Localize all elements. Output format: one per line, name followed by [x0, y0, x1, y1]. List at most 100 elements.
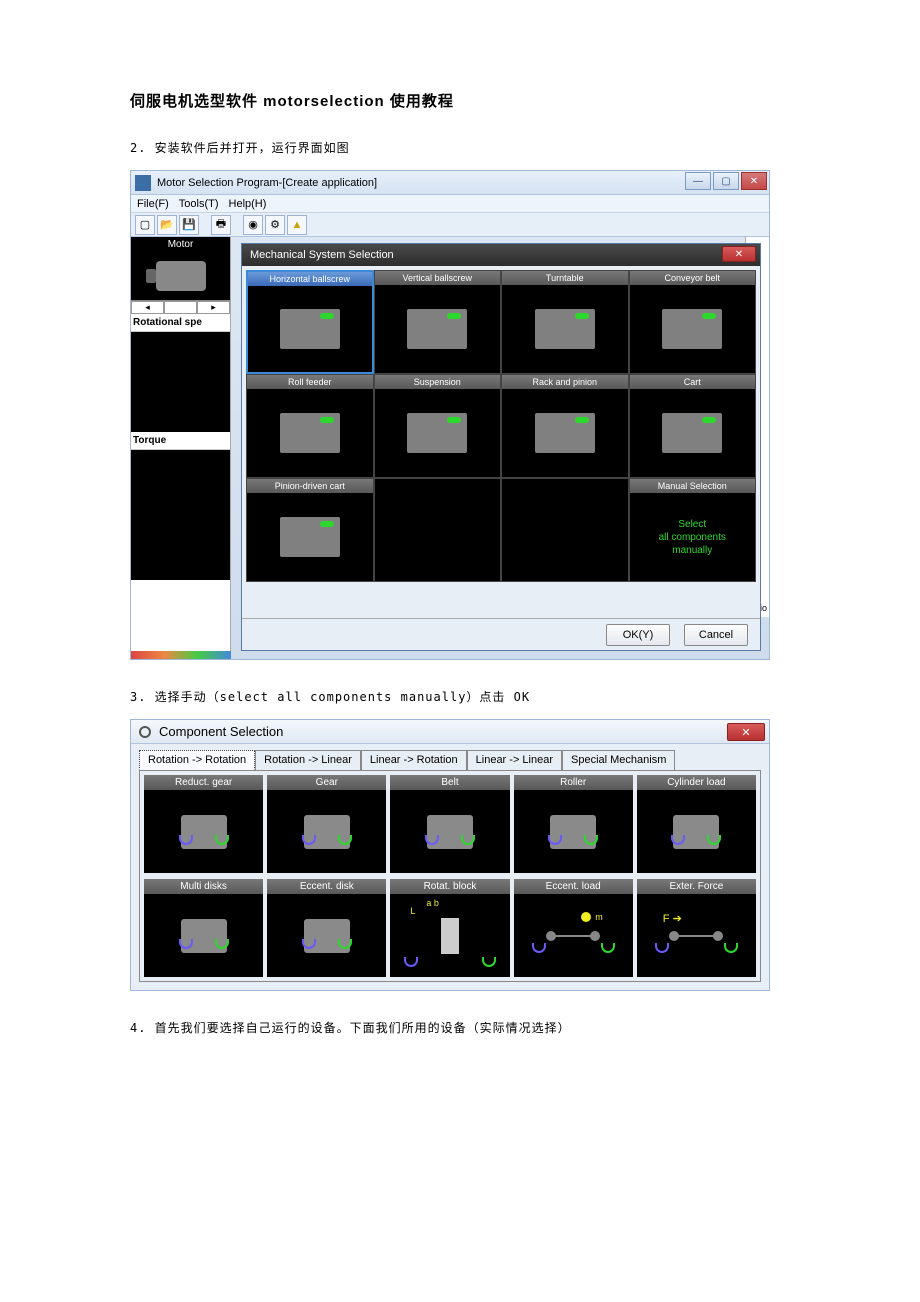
cs-cell-body — [390, 790, 509, 873]
mss-cell-body — [502, 483, 628, 581]
mss-cell-body — [247, 389, 373, 477]
torque-label: Torque — [131, 432, 230, 450]
gear-icon — [137, 724, 153, 740]
mss-cell-8[interactable]: Pinion-driven cart — [246, 478, 374, 582]
torque-graph — [131, 450, 230, 580]
cs-cell-body: La b — [390, 894, 509, 977]
component-selection-titlebar: Component Selection ✕ — [131, 720, 769, 744]
mechanical-system-dialog: Mechanical System Selection ✕ Horizontal… — [241, 243, 761, 651]
cs-cell-header: Belt — [390, 775, 509, 790]
ok-button[interactable]: OK(Y) — [606, 624, 670, 646]
gear-icon[interactable]: ⚙ — [265, 215, 285, 235]
cs-cell-header: Eccent. disk — [267, 879, 386, 894]
mss-cell-7[interactable]: Cart — [629, 374, 757, 478]
mss-cell-0[interactable]: Horizontal ballscrew — [246, 270, 374, 374]
minimize-button[interactable]: — — [685, 172, 711, 190]
cs-cell-0-3[interactable]: Roller — [514, 775, 633, 873]
cs-cell-body — [514, 790, 633, 873]
dialog-titlebar: Mechanical System Selection ✕ — [242, 244, 760, 266]
save-icon[interactable]: 💾 — [179, 215, 199, 235]
cs-cell-header: Reduct. gear — [144, 775, 263, 790]
cs-cell-body: m — [514, 894, 633, 977]
cs-cell-1-2[interactable]: Rotat. blockLa b — [390, 879, 509, 977]
cs-cell-header: Rotat. block — [390, 879, 509, 894]
component-selection-title: Component Selection — [159, 724, 283, 739]
cs-cell-1-3[interactable]: Eccent. loadm — [514, 879, 633, 977]
toolbar: ▢ 📂 💾 🖶 ◉ ⚙ ▲ — [131, 213, 769, 237]
cs-cell-body — [144, 790, 263, 873]
new-icon[interactable]: ▢ — [135, 215, 155, 235]
mss-cell-3[interactable]: Conveyor belt — [629, 270, 757, 374]
mss-cell-header: Suspension — [375, 375, 501, 389]
tab-4[interactable]: Special Mechanism — [562, 750, 675, 770]
step-2-text: 2. 安装软件后并打开，运行界面如图 — [130, 139, 790, 156]
cs-cell-body — [267, 790, 386, 873]
menu-tools[interactable]: Tools(T) — [179, 198, 219, 210]
cs-cell-1-0[interactable]: Multi disks — [144, 879, 263, 977]
cs-cell-header: Eccent. load — [514, 879, 633, 894]
mss-cell-header: Roll feeder — [247, 375, 373, 389]
dialog-close-button[interactable]: ✕ — [722, 246, 756, 262]
cs-cell-1-1[interactable]: Eccent. disk — [267, 879, 386, 977]
mss-cell-header: Conveyor belt — [630, 271, 756, 285]
cs-cell-0-0[interactable]: Reduct. gear — [144, 775, 263, 873]
left-sidebar: Motor ◂▸ Rotational spe Torque — [131, 237, 231, 660]
mss-cell-header: Horizontal ballscrew — [248, 272, 372, 286]
cs-cell-body: F ➔ — [637, 894, 756, 977]
cs-close-button[interactable]: ✕ — [727, 723, 765, 741]
mss-cell-1[interactable]: Vertical ballscrew — [374, 270, 502, 374]
close-button[interactable]: ✕ — [741, 172, 767, 190]
mss-cell-header: Manual Selection — [630, 479, 756, 493]
cs-cell-header: Gear — [267, 775, 386, 790]
mss-cell-11[interactable]: Manual SelectionSelectall componentsmanu… — [629, 478, 757, 582]
tab-2[interactable]: Linear -> Rotation — [361, 750, 467, 770]
menu-help[interactable]: Help(H) — [229, 198, 267, 210]
mss-cell-header: Cart — [630, 375, 756, 389]
mss-cell-body — [375, 389, 501, 477]
tab-3[interactable]: Linear -> Linear — [467, 750, 562, 770]
cs-cell-0-4[interactable]: Cylinder load — [637, 775, 756, 873]
mss-cell-body — [502, 389, 628, 477]
menu-file[interactable]: File(F) — [137, 198, 169, 210]
mss-cell-body — [630, 285, 756, 373]
mss-cell-9 — [374, 478, 502, 582]
mss-cell-header: Pinion-driven cart — [247, 479, 373, 493]
step-3-text: 3. 选择手动（select all components manually）点… — [130, 688, 790, 705]
mss-cell-4[interactable]: Roll feeder — [246, 374, 374, 478]
open-icon[interactable]: 📂 — [157, 215, 177, 235]
mss-cell-body — [248, 286, 372, 372]
cs-cell-0-2[interactable]: Belt — [390, 775, 509, 873]
dialog-title: Mechanical System Selection — [250, 249, 394, 261]
cs-cell-0-1[interactable]: Gear — [267, 775, 386, 873]
rotational-speed-label: Rotational spe — [131, 314, 230, 332]
mss-cell-6[interactable]: Rack and pinion — [501, 374, 629, 478]
step-4-text: 4. 首先我们要选择自己运行的设备。下面我们所用的设备（实际情况选择） — [130, 1019, 790, 1036]
warning-icon[interactable]: ▲ — [287, 215, 307, 235]
print-icon[interactable]: 🖶 — [211, 215, 231, 235]
cs-tabs: Rotation -> RotationRotation -> LinearLi… — [131, 744, 769, 770]
mss-cell-body — [247, 493, 373, 581]
tab-1[interactable]: Rotation -> Linear — [255, 750, 361, 770]
cs-cell-header: Cylinder load — [637, 775, 756, 790]
mss-cell-10 — [501, 478, 629, 582]
maximize-button[interactable]: ▢ — [713, 172, 739, 190]
cs-cell-1-4[interactable]: Exter. ForceF ➔ — [637, 879, 756, 977]
cs-cell-body — [144, 894, 263, 977]
mss-cell-header: Vertical ballscrew — [375, 271, 501, 285]
dialog-footer: OK(Y) Cancel — [242, 618, 760, 650]
mss-cell-2[interactable]: Turntable — [501, 270, 629, 374]
window-title: Motor Selection Program-[Create applicat… — [157, 177, 377, 189]
cs-cell-body — [637, 790, 756, 873]
tool-1-icon[interactable]: ◉ — [243, 215, 263, 235]
motor-header: Motor — [131, 237, 230, 252]
thumb-scrollbar[interactable]: ◂▸ — [131, 300, 230, 314]
app-icon — [135, 175, 151, 191]
tab-0[interactable]: Rotation -> Rotation — [139, 750, 255, 770]
rotational-graph — [131, 332, 230, 432]
menubar: File(F) Tools(T) Help(H) — [131, 195, 769, 213]
mss-cell-body — [502, 285, 628, 373]
mss-cell-body: Selectall componentsmanually — [630, 493, 756, 581]
cancel-button[interactable]: Cancel — [684, 624, 748, 646]
motor-thumbnail[interactable] — [131, 252, 230, 300]
mss-cell-5[interactable]: Suspension — [374, 374, 502, 478]
